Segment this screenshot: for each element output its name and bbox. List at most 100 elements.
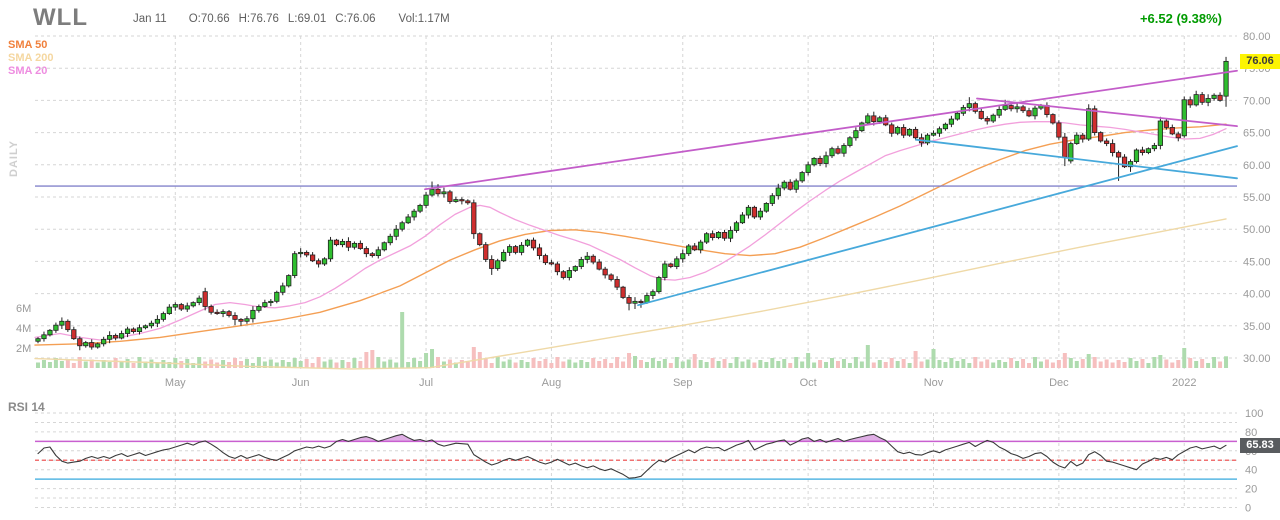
candle-body	[65, 320, 71, 331]
volume-axis-label: 4M	[16, 323, 31, 335]
month-axis-label: Oct	[800, 377, 817, 389]
candle-body	[148, 322, 155, 327]
candle-body	[118, 333, 125, 339]
candle-body	[1110, 143, 1116, 153]
candle-body	[912, 128, 919, 139]
quote-open: O:70.66	[188, 13, 230, 25]
legend-sma200: SMA 200	[8, 52, 54, 64]
candle-body	[1139, 149, 1146, 153]
volume-bar	[853, 357, 858, 368]
candle-body	[823, 155, 829, 164]
legend-sma50: SMA 50	[8, 39, 48, 51]
volume-bar	[41, 360, 46, 368]
candle-body	[1014, 106, 1020, 110]
volume-bar	[644, 362, 649, 368]
volume-bar	[155, 362, 160, 368]
volume-bar	[1146, 363, 1151, 368]
volume-bar	[244, 359, 249, 368]
candle-body	[787, 181, 793, 190]
volume-bar	[567, 359, 572, 368]
volume-bar	[280, 360, 285, 368]
candle-body	[907, 128, 913, 136]
rsi-title: RSI 14	[8, 400, 45, 414]
volume-bar	[764, 362, 769, 368]
volume-bar	[788, 363, 793, 368]
volume-bar	[262, 361, 267, 368]
candle-body	[280, 285, 286, 293]
volume-bar	[328, 359, 333, 368]
volume-bar	[991, 362, 996, 368]
candle-body	[387, 235, 393, 244]
volume-bar	[83, 361, 88, 368]
volume-bar	[650, 358, 655, 368]
candle-body	[578, 259, 584, 267]
volume-bar	[238, 361, 243, 368]
rsi-panel	[35, 412, 1237, 508]
volume-bar	[573, 362, 578, 368]
price-axis-label: 80.00	[1243, 31, 1271, 43]
candle-body	[1002, 105, 1008, 110]
candle-body	[1205, 98, 1211, 103]
candle-body	[984, 118, 990, 122]
volume-bar	[453, 362, 458, 368]
volume-bar	[1194, 361, 1199, 368]
volume-bar	[806, 353, 811, 368]
candle-body	[465, 200, 471, 204]
candle-body	[739, 214, 746, 224]
rsi-axis-label: 20	[1245, 484, 1257, 496]
volume-bar	[770, 358, 775, 368]
candle-body	[990, 114, 996, 122]
candle-body	[441, 191, 447, 195]
volume-bar	[955, 361, 960, 368]
candle-body	[626, 297, 632, 304]
month-axis-label: May	[165, 377, 186, 389]
axis-labels: 80.0075.0070.0065.0060.0055.0050.0045.00…	[16, 31, 1271, 515]
rsi-line	[37, 433, 1227, 479]
volume-bar	[400, 312, 405, 368]
volume-bar	[812, 362, 817, 368]
price-axis-label: 65.00	[1243, 128, 1271, 140]
candle-body	[829, 148, 835, 157]
volume-bar	[268, 359, 273, 368]
volume-bar	[143, 361, 148, 368]
month-axis-label: Jul	[419, 377, 433, 389]
volume-bar	[865, 345, 870, 368]
candle-body	[692, 245, 698, 251]
volume-bar	[382, 361, 387, 368]
candle-body	[1211, 94, 1217, 99]
volume-bar	[167, 362, 172, 368]
candle-body	[572, 266, 578, 271]
candle-body	[453, 199, 459, 202]
candle-body	[799, 172, 805, 182]
candle-body	[775, 187, 781, 197]
candle-body	[877, 117, 883, 123]
candle-body	[841, 145, 847, 154]
candle-body	[733, 222, 740, 231]
trendlines	[424, 69, 1238, 307]
candle-body	[948, 118, 955, 125]
candle-body	[89, 342, 95, 348]
candle-body	[1008, 105, 1014, 110]
volume-bar	[95, 362, 100, 368]
volume-bar	[77, 357, 82, 368]
volume-bar	[1080, 359, 1085, 368]
volume-bar	[274, 362, 279, 368]
candle-body	[871, 115, 877, 123]
volume-bar	[698, 360, 703, 368]
volume-bar	[71, 363, 76, 368]
volume-bar	[1218, 361, 1223, 368]
candle-body	[901, 127, 907, 136]
volume-bar	[686, 359, 691, 368]
candle-body	[339, 241, 346, 246]
volume-bar	[949, 358, 954, 368]
volume-bar	[376, 357, 381, 368]
candle-body	[560, 271, 566, 278]
volume-bar	[1003, 362, 1008, 368]
candle-body	[859, 122, 865, 132]
volume-bar	[1021, 359, 1026, 368]
rsi-axis-label: 0	[1245, 503, 1251, 515]
candle-body	[751, 206, 758, 218]
volume-bar	[997, 360, 1002, 368]
volume-bar	[668, 363, 673, 368]
